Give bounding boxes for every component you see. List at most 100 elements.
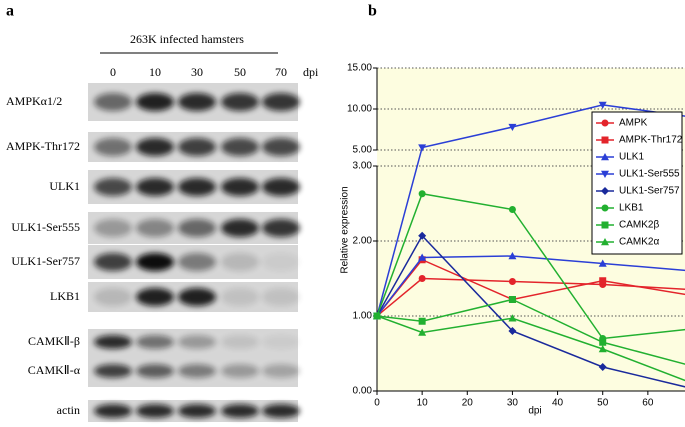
blot-band: [178, 364, 216, 378]
blot-band: [262, 138, 300, 156]
row-label: AMPK-Thr172: [6, 139, 80, 153]
legend-marker: [601, 238, 609, 246]
legend-label: ULK1: [619, 152, 644, 163]
blot-band: [221, 364, 259, 378]
x-tick-label: 20: [462, 398, 474, 409]
blot-band: [262, 288, 300, 306]
panel-label: a: [6, 3, 14, 20]
blot-band: [178, 219, 216, 237]
blot-band: [136, 253, 174, 271]
legend-label: CAMK2β: [619, 220, 659, 231]
legend-label: ULK1-Ser757: [619, 186, 680, 197]
legend-label: AMPK-Thr172: [619, 135, 683, 146]
row-label: actin: [57, 403, 80, 417]
x-tick-label: 60: [642, 398, 654, 409]
lane-unit: dpi: [303, 65, 319, 79]
legend-marker: [601, 136, 609, 144]
blot-band: [178, 335, 216, 349]
y-tick-label: 3.00: [353, 161, 373, 172]
point: [418, 328, 427, 336]
blot-band: [262, 335, 300, 349]
x-tick-label: 40: [552, 398, 564, 409]
point: [418, 231, 427, 240]
legend-label: LKB1: [619, 203, 644, 214]
blot-band: [178, 138, 216, 156]
blot-band: [178, 93, 216, 111]
point: [508, 296, 516, 303]
blot-band: [94, 138, 132, 156]
point: [508, 123, 517, 132]
point: [508, 314, 517, 322]
row-label: ULK1: [49, 179, 80, 193]
blot-band: [178, 253, 216, 271]
legend-label: AMPK: [619, 118, 648, 129]
blot-band: [221, 404, 259, 418]
row-label: LKB1: [50, 289, 80, 303]
point: [599, 277, 607, 285]
blot-band: [94, 288, 132, 306]
blot-band: [94, 364, 132, 378]
blot-band: [262, 364, 300, 378]
blot-band: [221, 178, 259, 196]
point: [598, 363, 607, 371]
panel-label: b: [368, 3, 377, 20]
blot-band: [136, 288, 174, 306]
blot-band: [221, 253, 259, 271]
blot-band: [262, 404, 300, 418]
blot-band: [136, 404, 174, 418]
point: [508, 278, 516, 285]
legend-label: CAMK2α: [619, 237, 659, 248]
y-tick-label: 2.00: [353, 236, 373, 247]
blot-band: [94, 219, 132, 237]
blot-band: [178, 288, 216, 306]
y-tick-label: 10.00: [347, 104, 372, 115]
row-label: AMPKα1/2: [6, 94, 62, 108]
point: [418, 275, 426, 282]
blot-band: [262, 219, 300, 237]
blot-band: [178, 178, 216, 196]
row-label: ULK1-Ser757: [11, 254, 80, 268]
y-tick-label: 1.00: [353, 311, 373, 322]
blot-band: [262, 93, 300, 111]
point: [418, 253, 427, 261]
point: [373, 312, 381, 320]
blot-band: [136, 219, 174, 237]
blot-band: [136, 364, 174, 378]
legend-marker: [601, 119, 609, 127]
y-tick-label: 15.00: [347, 63, 372, 74]
blot-band: [94, 93, 132, 111]
point: [508, 327, 517, 335]
point: [599, 338, 607, 346]
blot-band: [221, 335, 259, 349]
blot-band: [221, 93, 259, 111]
blot-band: [94, 335, 132, 349]
blot-band: [94, 178, 132, 196]
blot-header: 263K infected hamsters: [130, 32, 244, 46]
blot-band: [94, 404, 132, 418]
blot-band: [262, 253, 300, 271]
x-tick-label: 10: [417, 398, 429, 409]
lane-label: 30: [191, 65, 203, 79]
blot-band: [262, 178, 300, 196]
legend-marker: [601, 187, 609, 195]
lane-label: 10: [149, 65, 161, 79]
row-label: CAMKⅡ-α: [28, 363, 81, 377]
point: [418, 144, 427, 152]
x-tick-label: 30: [507, 398, 519, 409]
blot-band: [221, 288, 259, 306]
row-label: ULK1-Ser555: [11, 220, 80, 234]
y-tick-label: 0.00: [353, 386, 373, 397]
point: [598, 101, 607, 109]
legend-marker: [601, 221, 609, 229]
legend-marker: [601, 153, 609, 161]
blot-band: [221, 219, 259, 237]
legend-marker: [601, 170, 609, 178]
lane-label: 70: [275, 65, 287, 79]
legend-box: [591, 111, 683, 255]
point: [598, 345, 607, 353]
point: [508, 252, 517, 260]
blot-band: [136, 335, 174, 349]
y-axis-title: Relative expression: [340, 186, 351, 273]
point: [508, 206, 516, 213]
